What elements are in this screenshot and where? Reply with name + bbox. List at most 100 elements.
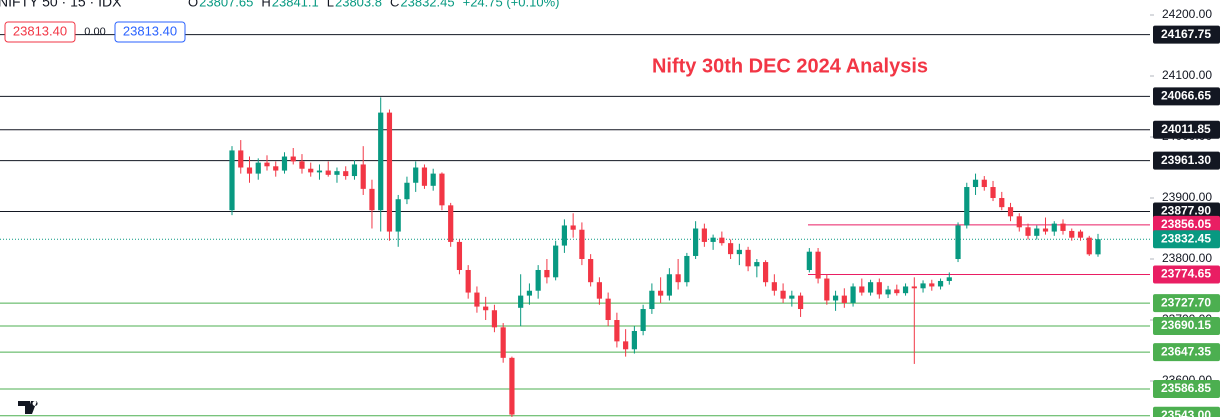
candle-body [465,269,471,293]
candle-body [937,280,944,287]
candle-body [255,162,261,174]
candle-body [955,225,961,260]
candle-body [920,283,926,289]
candle-body [929,283,935,287]
candle-body [509,357,515,415]
sell-box [4,21,76,43]
candle-body [859,286,865,293]
candle-body [972,179,979,188]
ohlc-letter: O [188,0,198,9]
level-label: 23961.30 [1161,153,1211,167]
candle-body [596,282,602,299]
candle-body [360,164,366,189]
candle-body [894,289,900,294]
level-label-box [1153,343,1220,362]
level-label: 23774.65 [1161,267,1211,281]
candle-body [395,199,401,232]
last-price-label: 23832.45 [1161,231,1211,245]
level-label: 23856.05 [1161,217,1211,231]
spread: 0.00 [84,26,105,38]
level-label: 23727.70 [1161,295,1211,309]
candle-body [946,277,952,281]
candle-body [1060,223,1066,231]
candle-body [1025,227,1031,236]
sell-price[interactable]: 23813.40 [13,23,67,38]
candle-body [964,187,970,226]
candle-body [719,237,725,244]
level-label-box [1153,406,1220,417]
symbol: NIFTY 50 · 15 · IDX [0,0,122,10]
candle-body [990,187,996,199]
candle-body [1007,207,1014,217]
candle-body [780,290,786,299]
candle-body [867,282,874,293]
candle-body [369,188,375,211]
candle-body [544,269,550,278]
candle-body [421,167,428,186]
candle-body [631,330,637,350]
ohlc-letter: L [327,0,334,9]
candle-body [588,259,594,283]
y-tick-label: 24100.00 [1162,68,1212,82]
candle-body [404,182,410,200]
candle-body [649,290,655,310]
price-axis: 24200.0024100.0024000.0023900.0023800.00… [1150,7,1220,417]
candle-body [491,310,498,328]
ohlc-letter: C [390,0,399,9]
candle-body [902,286,909,294]
candle-body [281,156,288,171]
candle-body [728,243,734,255]
candle-body [264,162,270,167]
candle-body [1016,216,1022,228]
level-label: 23586.85 [1161,381,1211,395]
candle-body [710,237,716,242]
candle-body [1034,228,1040,236]
candle-body [1042,228,1049,232]
candle-body [658,290,664,296]
candle-body [518,295,524,308]
candle-body [605,298,611,321]
last-price-box [1153,230,1220,249]
candle-body [806,251,812,270]
level-label-box [1153,380,1220,399]
level-label-box [1153,120,1220,139]
candle-body [1051,223,1057,232]
tv-logo [18,401,38,414]
candle-body [334,171,340,175]
candle-body [789,295,795,299]
candle-body [308,168,314,173]
candle-body [885,289,891,295]
levels [0,34,1150,417]
candle-body [448,205,454,242]
candle-body [824,278,830,301]
candle-body [316,170,323,173]
candle-body [640,309,646,331]
candle-body [474,292,480,307]
candle-body [832,295,839,301]
buy-price[interactable]: 23813.40 [123,23,177,38]
candle-body [797,295,804,310]
header: NIFTY 50 · 15 · IDX O 23807.65 H 23841.1 L 238… [0,0,560,43]
candle-body [570,225,576,230]
candle-body [1095,239,1101,255]
candle-body [299,161,305,169]
candle-body [754,262,760,267]
candle-body [483,306,489,311]
candle-body [745,249,751,267]
level-label-box [1153,215,1220,234]
candle-body [526,290,533,296]
level-label: 23543.00 [1161,408,1211,417]
candle-body [561,225,568,246]
candle-body [876,282,882,295]
candle-body [762,262,769,283]
candle-body [701,228,707,242]
level-label-box [1153,265,1220,284]
chart-title: Nifty 30th DEC 2024 Analysis [652,55,928,77]
candle-body [850,286,856,303]
candle-body [439,173,445,206]
buy-box [114,21,186,43]
candle-body [579,229,585,260]
candle-body [1086,237,1092,255]
change: +24.75 (+0.10%) [463,0,560,9]
